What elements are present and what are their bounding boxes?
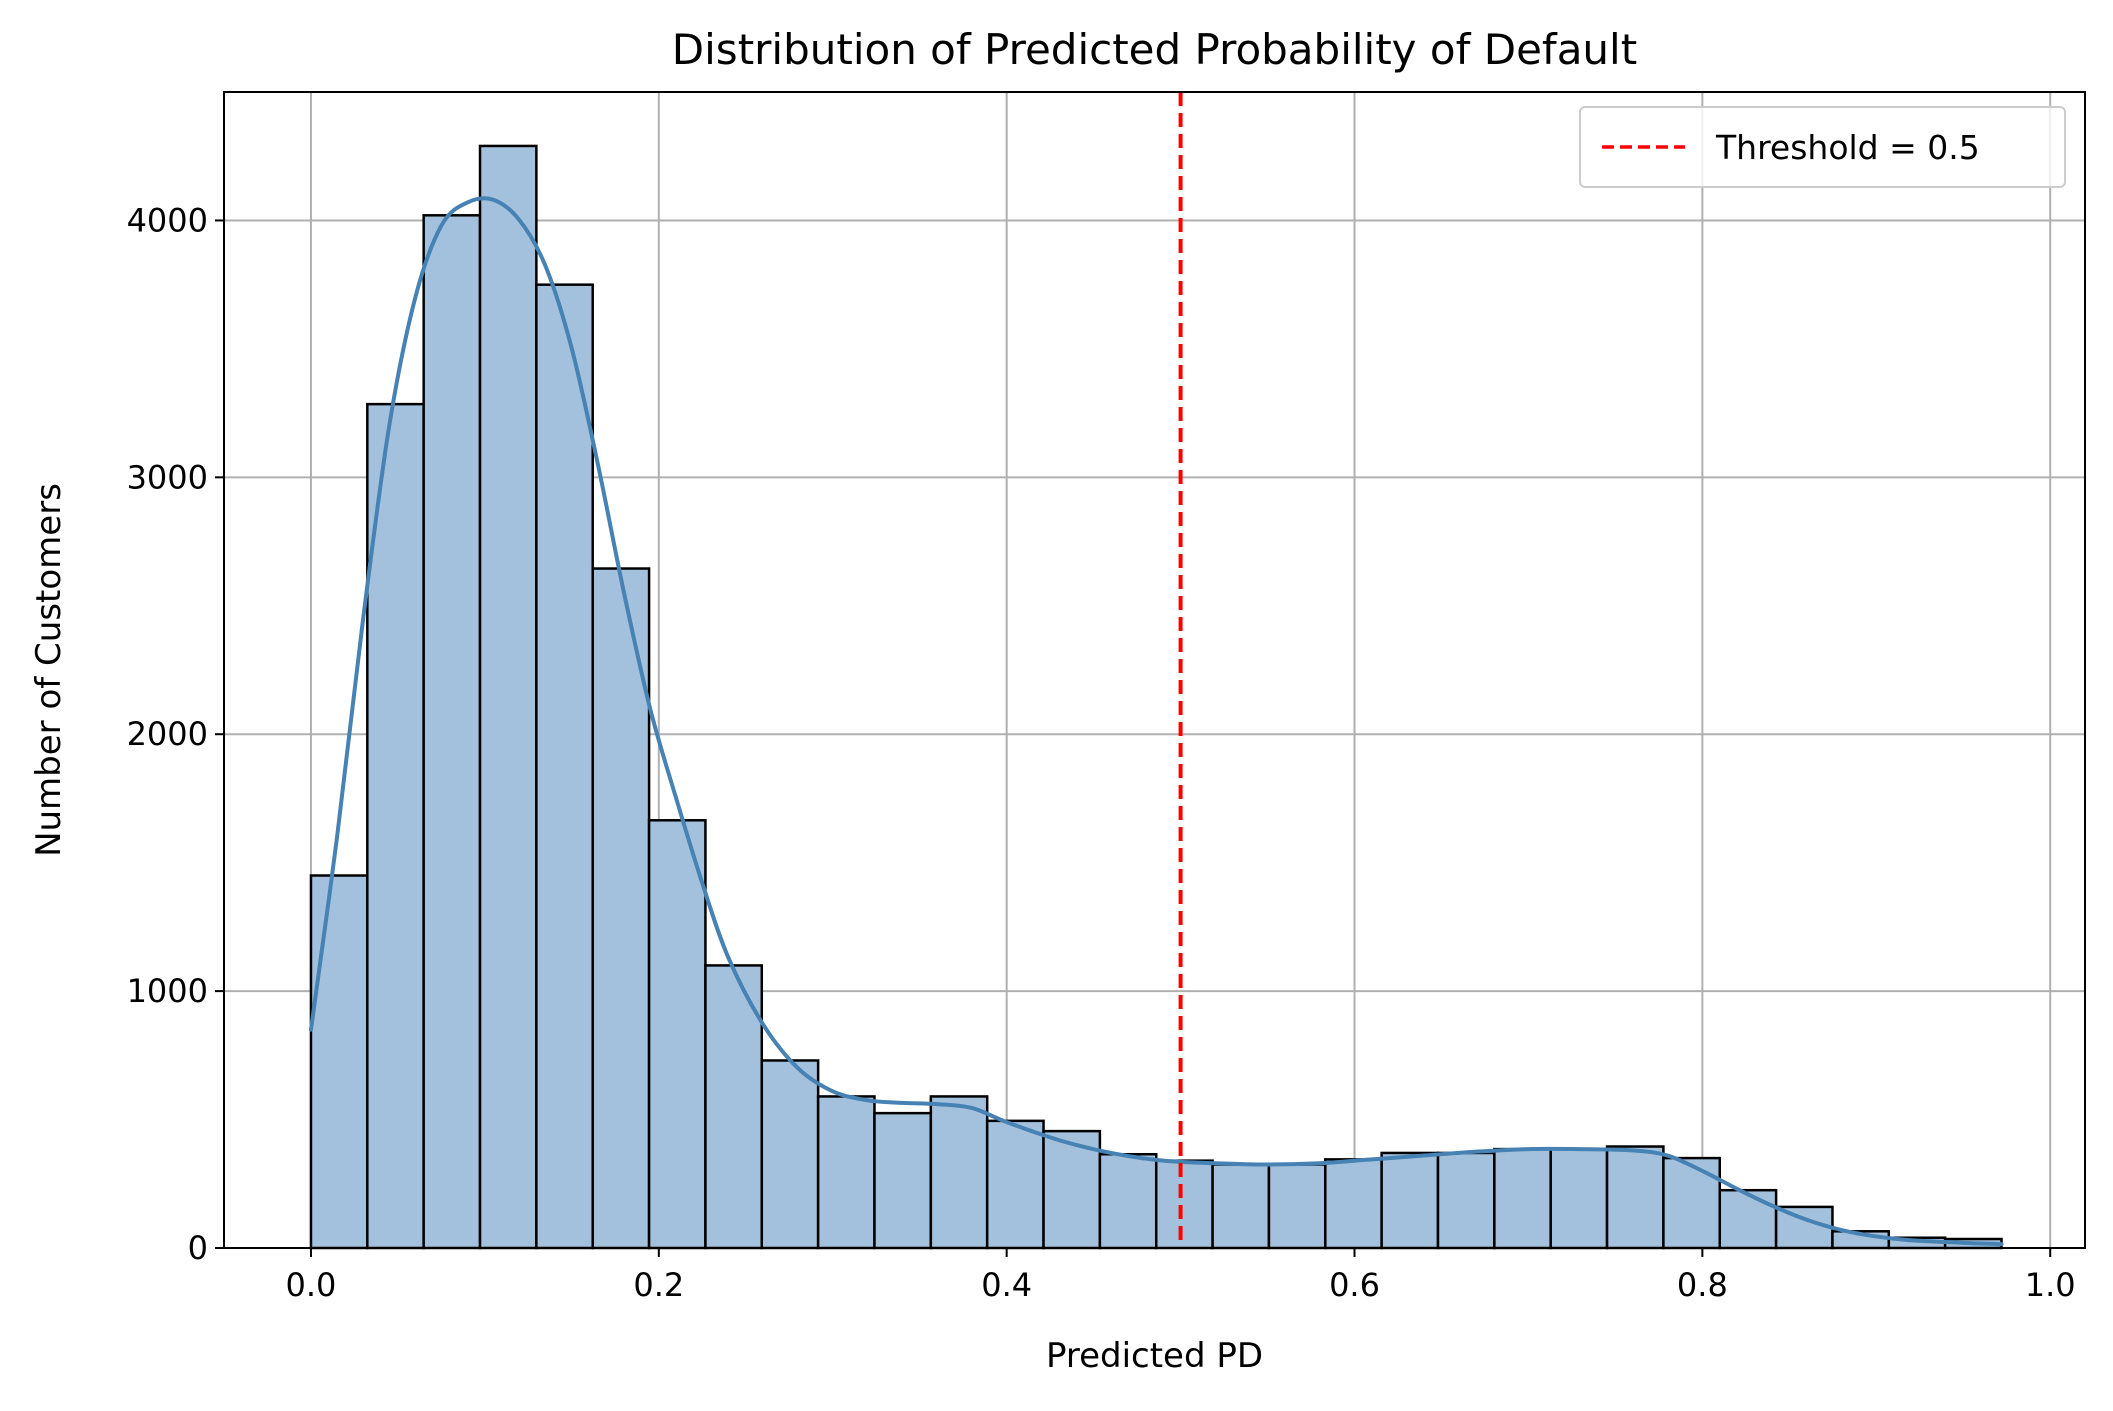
histogram-bar-3 — [478, 144, 538, 1250]
y-tick-label-3: 3000 — [127, 458, 208, 496]
histogram-bar-22 — [1549, 1147, 1609, 1250]
legend: Threshold = 0.5 — [1579, 106, 2066, 188]
x-tick-label-0: 0.0 — [286, 1266, 337, 1304]
legend-threshold-label: Threshold = 0.5 — [1715, 128, 1980, 167]
x-axis-ticks: 0.0 0.2 0.4 0.6 0.8 1.0 — [286, 1248, 2076, 1304]
histogram-bar-8 — [760, 1059, 820, 1250]
histogram-bar-19 — [1380, 1151, 1440, 1250]
x-tick-label-5: 1.0 — [2025, 1266, 2076, 1304]
y-axis-label: Number of Customers — [29, 483, 69, 857]
x-tick-label-2: 0.4 — [981, 1266, 1032, 1304]
histogram-bar-4 — [535, 283, 594, 1250]
histogram-bar-10 — [873, 1111, 933, 1250]
histogram-bar-12 — [985, 1119, 1045, 1250]
histogram-bar-21 — [1493, 1147, 1552, 1250]
y-tick-label-1: 1000 — [127, 972, 208, 1010]
x-tick-label-4: 0.8 — [1677, 1266, 1728, 1304]
histogram-bar-0 — [309, 874, 369, 1250]
histogram-bar-9 — [816, 1095, 876, 1250]
histogram-bar-18 — [1324, 1158, 1383, 1250]
histogram-bar-2 — [422, 214, 482, 1250]
chart-title: Distribution of Predicted Probability of… — [672, 25, 1637, 74]
y-tick-label-2: 2000 — [127, 715, 208, 753]
histogram-bar-26 — [1774, 1205, 1834, 1250]
histogram-bar-16 — [1211, 1163, 1271, 1250]
x-tick-label-1: 0.2 — [633, 1266, 684, 1304]
histogram-bar-6 — [647, 819, 707, 1250]
histogram-bar-15 — [1154, 1159, 1214, 1250]
y-tick-label-0: 0 — [188, 1229, 208, 1267]
histogram-bars — [309, 144, 2003, 1250]
y-axis-ticks: 0 1000 2000 3000 4000 — [127, 201, 224, 1267]
histogram-bar-11 — [929, 1095, 989, 1250]
x-tick-label-3: 0.6 — [1329, 1266, 1380, 1304]
histogram-bar-14 — [1098, 1152, 1158, 1250]
legend-box — [1579, 106, 2066, 188]
y-tick-label-4: 4000 — [127, 201, 208, 239]
histogram-bar-17 — [1267, 1163, 1327, 1250]
histogram-bar-7 — [704, 964, 764, 1250]
x-axis-label: Predicted PD — [1046, 1336, 1263, 1376]
histogram-bar-24 — [1662, 1156, 1722, 1250]
histogram-bar-20 — [1436, 1151, 1496, 1250]
histogram-bar-25 — [1718, 1188, 1778, 1250]
kde-curve-group — [308, 196, 2004, 1247]
histogram-bar-23 — [1605, 1145, 1665, 1250]
plot-frame — [223, 91, 2086, 1249]
kde-curve — [308, 196, 2004, 1247]
histogram-bar-5 — [591, 567, 651, 1250]
